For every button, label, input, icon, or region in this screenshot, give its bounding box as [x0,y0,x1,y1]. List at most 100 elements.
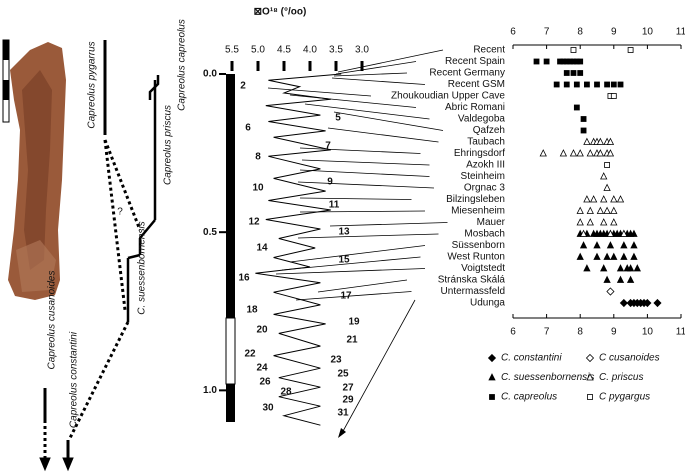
connector [281,256,421,271]
point [600,172,608,180]
connector [341,299,416,434]
connector [301,159,430,166]
lineage-label: Capreolus constantini [69,331,80,428]
legend-swatch [487,353,497,363]
site-label: Mosbach [464,229,505,240]
stage-label: 5 [335,113,341,124]
scale-bar [2,39,10,123]
point [583,137,591,145]
site-label: Ehringsdorf [454,148,505,159]
point [584,81,590,88]
legend-swatch [585,353,595,363]
stage-label: 8 [255,152,261,163]
point [553,81,560,88]
site-label: Zhoukoudian Upper Cave [391,91,505,102]
antler-photo [8,42,66,300]
isotope-title: ⊠O¹⁸ (°/oo) [254,7,307,18]
point [626,275,635,283]
magnetostratigraphy [225,74,236,422]
site-label: West Runton [447,252,505,263]
stage-label: 25 [337,369,349,380]
x-tick-label: 9 [611,327,617,338]
x-tick-label: 7 [544,27,550,38]
plot-layer: 5.5 5.0 4.5 4.0 3.5 3.00.00.51.02567891011121… [203,27,685,438]
connector [267,87,372,97]
point [593,241,601,249]
stage-label: 18 [246,305,258,316]
arrow-head [338,428,346,438]
site-label: Orgnac 3 [464,183,506,194]
point [600,264,608,272]
site-label: Abric Romani [445,102,505,113]
connector [335,61,417,75]
point [600,218,608,226]
lineage-label: Capreolus priscus [163,105,174,185]
stage-label: 14 [256,243,268,254]
point [570,47,577,53]
x-tick-label: 3.0 [355,45,369,56]
point [610,93,617,99]
x-tick-label: 4.5 [277,45,291,56]
point [586,149,594,157]
x-tick-label: 5.0 [251,45,265,56]
connector [329,222,448,227]
point [610,252,618,260]
point [583,195,591,203]
connector [299,147,421,154]
x-tick-label: 5.5 [225,45,239,56]
connector [337,49,444,73]
point [630,229,638,237]
point [616,264,625,272]
stage-label: 29 [342,395,354,406]
point [577,70,584,76]
legend-label: C. capreolus [501,392,557,403]
x-tick-label: 10 [642,27,654,38]
point [606,241,615,249]
point [627,47,634,53]
x-tick-label: 9 [611,27,617,38]
point [563,70,570,76]
point [577,58,584,65]
legend-label: C. constantini [501,353,562,364]
site-label: Stránska Skálá [438,275,506,286]
connector [295,291,412,301]
legend-label: C. priscus [599,372,643,383]
connector [297,181,435,189]
stage-label: 6 [245,123,251,134]
legend-label: C. suessenbornensis [501,372,594,383]
site-label: Valdegoba [458,114,506,125]
x-tick-label: 8 [577,27,583,38]
point [573,104,580,111]
point [579,229,588,237]
point [596,149,605,157]
point [586,218,594,226]
point [583,264,591,272]
legend-swatch [488,373,496,381]
connector [331,77,426,85]
point [586,206,594,214]
point [620,229,628,237]
stage-label: 12 [248,217,260,228]
legend-label: C pygargus [599,392,650,403]
point [594,81,600,88]
site-label: Recent GSM [448,79,505,90]
point [616,195,625,203]
stage-label: 9 [327,177,333,188]
point [616,275,625,283]
point [630,252,638,260]
y-tick-label: 1.0 [203,385,217,396]
point [643,298,652,308]
point [600,195,608,203]
point [576,206,584,214]
point [563,81,570,88]
point [606,287,615,296]
point [653,298,662,308]
y-tick-label: 0.0 [203,69,217,80]
point [610,195,618,203]
connector [304,103,430,120]
point [579,241,588,249]
point [569,149,578,157]
point [559,149,568,157]
stage-label: 22 [244,349,256,360]
